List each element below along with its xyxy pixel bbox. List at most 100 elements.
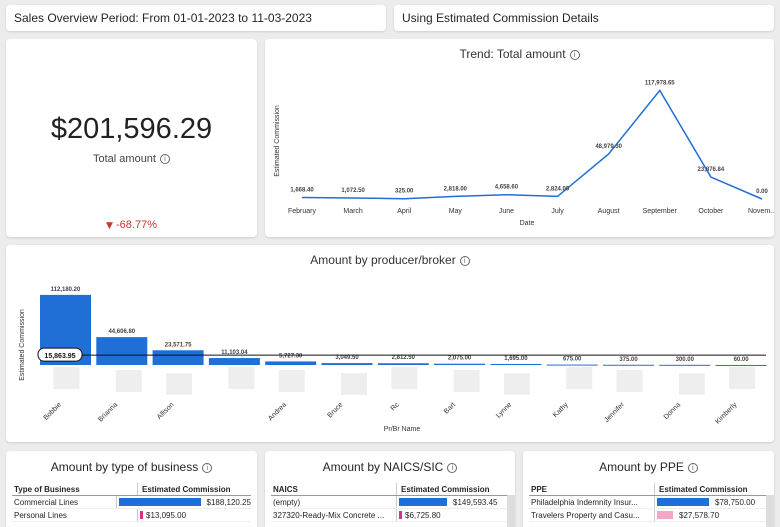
trend-line [301, 89, 763, 200]
producer-chart[interactable]: 112,180.20 Bobbie 44,606.80 Brianna 23,571.7… [6, 245, 774, 442]
column-header[interactable]: Estimated Commission [396, 483, 509, 495]
x-tick-label: October [698, 208, 724, 215]
table-cell: $13,095.00 [137, 509, 251, 521]
x-tick-label: Jennifer [603, 401, 626, 424]
trend-title: Trend: Total amount [459, 47, 566, 61]
table-cell: $188,120.25 [115, 496, 252, 508]
producer-title: Amount by producer/broker [310, 253, 456, 267]
cell-value: $27,578.70 [679, 510, 720, 520]
producer-bar [208, 358, 260, 365]
data-label: 60.00 [734, 357, 750, 363]
avatar-placeholder [678, 373, 705, 395]
kpi-label: Total amount [93, 153, 156, 165]
column-header[interactable]: Estimated Commission [654, 483, 768, 495]
value-bar [657, 511, 673, 519]
column-header[interactable]: PPE [531, 484, 548, 494]
avatar-placeholder [503, 373, 530, 395]
naics-table-card[interactable]: Amount by NAICS/SIC i NAICS Estimated Com… [265, 451, 515, 527]
x-tick-label: August [598, 208, 620, 215]
ppe-table: PPE Estimated Commission Philadelphia In… [529, 483, 768, 522]
scrollbar[interactable] [507, 495, 515, 527]
producer-bar [603, 364, 654, 366]
table-header: Type of Business Estimated Commission [12, 483, 251, 496]
avatar-placeholder [616, 370, 643, 392]
data-label: 375.00 [619, 357, 638, 363]
cell-value: $149,593.45 [453, 497, 498, 507]
x-tick-label: Kimberly [714, 401, 739, 426]
x-axis-label: Date [520, 220, 535, 227]
info-icon[interactable]: i [447, 462, 458, 473]
down-triangle-icon: ▼ [106, 221, 113, 231]
producer-bar [490, 363, 542, 365]
table-cell: (empty) [273, 497, 301, 507]
producer-bar [96, 337, 148, 365]
data-label: 1,668.40 [290, 187, 314, 193]
data-label: 117,978.65 [645, 80, 675, 86]
table-row[interactable]: Commercial Lines $188,120.25 [12, 496, 251, 509]
period-header: Sales Overview Period: From 01-01-2023 t… [6, 5, 386, 31]
period-text: Sales Overview Period: From 01-01-2023 t… [14, 11, 312, 25]
column-header[interactable]: Type of Business [14, 484, 80, 494]
x-tick-label: Kathy [552, 401, 570, 419]
producer-bar [152, 350, 204, 365]
info-icon[interactable]: i [202, 462, 213, 473]
table-row[interactable]: 327320-Ready-Mix Concrete ... $6,725.80 [271, 509, 509, 522]
table-row[interactable]: Philadelphia Indemnity Insur... $78,750.… [529, 496, 768, 509]
producer-bar [434, 363, 486, 365]
estimate-header: Using Estimated Commission Details [394, 5, 774, 31]
cell-value: $6,725.80 [405, 510, 441, 520]
avatar-placeholder [278, 370, 305, 392]
table-cell: Commercial Lines [14, 497, 79, 507]
info-icon[interactable]: i [687, 462, 698, 473]
naics-table: NAICS Estimated Commission (empty) $149,… [271, 483, 509, 522]
table-row[interactable]: Travelers Property and Casu... $27,578.7… [529, 509, 768, 522]
data-label: 23,876.84 [698, 167, 725, 173]
kpi-label-row: Total amount i [6, 153, 257, 165]
type-title-row: Amount by type of business i [6, 460, 257, 474]
trend-chart[interactable]: 1,668.40 February 1,072.50 March 325.00 April… [265, 39, 774, 237]
kpi-change: -68.77% [116, 219, 157, 231]
data-label: 2,818.00 [444, 186, 468, 192]
data-label: 675.00 [563, 357, 582, 363]
cell-value: $188,120.25 [206, 497, 252, 507]
kpi-card[interactable]: $201,596.29 Total amount i ▼ -68.77% [6, 39, 257, 237]
naics-title-row: Amount by NAICS/SIC i [265, 460, 515, 474]
data-label: 5,727.30 [279, 353, 303, 359]
producer-bar [546, 364, 598, 366]
avatar-placeholder [453, 370, 480, 392]
trend-card[interactable]: Trend: Total amount i 1,668.40 February 1,0… [265, 39, 774, 237]
producer-title-row: Amount by producer/broker i [6, 253, 774, 267]
x-tick-label: Bruce [327, 401, 345, 419]
column-header[interactable]: NAICS [273, 484, 298, 494]
data-label: 44,606.80 [108, 329, 135, 335]
info-icon[interactable]: i [459, 255, 470, 266]
average-label: 15,863.95 [44, 353, 75, 360]
info-icon[interactable]: i [569, 49, 580, 60]
x-axis-label: Pr/Br Name [384, 426, 421, 433]
ppe-table-card[interactable]: Amount by PPE i PPE Estimated Commission … [523, 451, 774, 527]
producer-card[interactable]: Amount by producer/broker i 112,180.20 Bob… [6, 245, 774, 442]
table-row[interactable]: (empty) $149,593.45 [271, 496, 509, 509]
scrollbar[interactable] [766, 495, 774, 527]
x-tick-label: Bart [443, 401, 457, 415]
data-label: 3,049.50 [335, 355, 359, 361]
kpi-value: $201,596.29 [50, 113, 213, 145]
y-axis-label: Estimated Commission [274, 105, 281, 177]
producer-bar [265, 361, 317, 365]
table-cell: $78,750.00 [654, 496, 768, 508]
avatar-placeholder [566, 367, 593, 389]
table-row[interactable]: Personal Lines $13,095.00 [12, 509, 251, 522]
estimate-text: Using Estimated Commission Details [402, 11, 599, 25]
table-header: PPE Estimated Commission [529, 483, 768, 496]
avatar-placeholder [341, 373, 367, 395]
x-tick-label: September [643, 208, 678, 215]
x-tick-label: Allison [156, 401, 176, 421]
column-header[interactable]: Estimated Commission [137, 483, 251, 495]
table-cell: $149,593.45 [396, 496, 509, 508]
ppe-title-row: Amount by PPE i [523, 460, 774, 474]
value-bar [399, 498, 447, 506]
info-icon[interactable]: i [159, 154, 170, 165]
x-tick-label: April [397, 208, 411, 215]
type-table-card[interactable]: Amount by type of business i Type of Busi… [6, 451, 257, 527]
data-label: 1,695.00 [504, 356, 528, 362]
